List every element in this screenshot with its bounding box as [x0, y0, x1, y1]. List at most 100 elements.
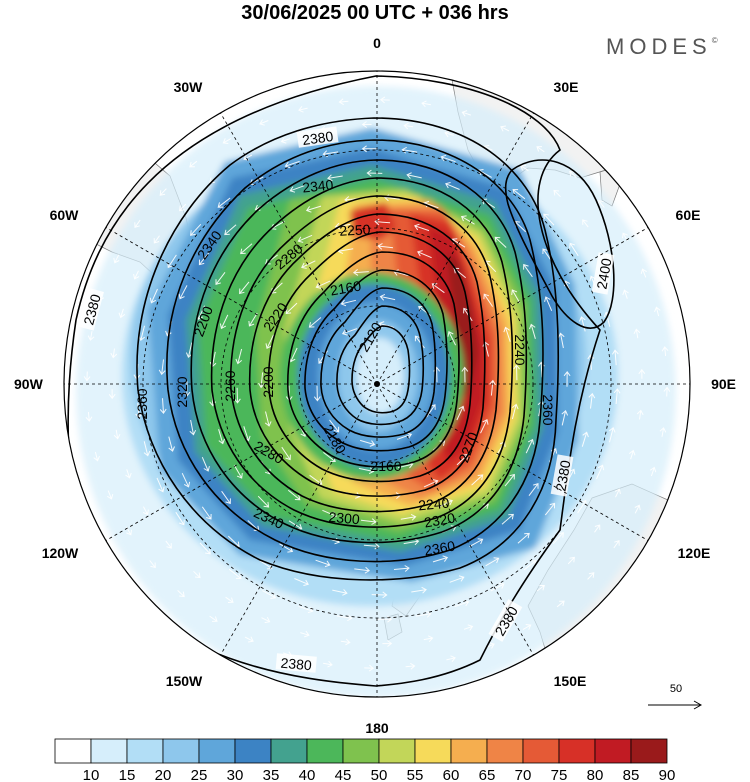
wind-arrow-icon: [107, 490, 114, 500]
colorbar-swatch: [630, 738, 668, 764]
wind-arrow-icon: [329, 419, 340, 433]
wind-arrow-icon: [377, 243, 394, 250]
wind-arrow-icon: [322, 509, 337, 518]
contour-2260: [248, 213, 486, 497]
wind-arrow-icon: [438, 499, 453, 508]
lon-label-60w: 60W: [50, 207, 80, 223]
wind-arrow-icon: [113, 429, 121, 440]
graticule: [64, 71, 690, 697]
wind-arrow-icon: [483, 293, 494, 307]
wind-arrow-icon: [405, 662, 416, 670]
wind-arrow-icon: [168, 436, 175, 452]
wind-arrow-icon: [83, 371, 91, 382]
wind-arrow-icon: [463, 307, 473, 322]
contour-2240: [267, 231, 473, 483]
wind-arrow-icon: [463, 624, 474, 631]
copyright-mark: ©: [711, 36, 718, 45]
contour-2380-outer: [67, 75, 601, 687]
wind-arrow-icon: [113, 254, 120, 264]
colorbar-swatch: [378, 738, 416, 764]
wind-arrow-icon: [332, 589, 348, 596]
contour-label: 2250: [339, 221, 371, 239]
wind-arrow-icon: [259, 559, 273, 570]
wind-arrow-icon: [264, 411, 272, 427]
wind-arrow-icon: [284, 160, 300, 169]
contour-label: 2380: [301, 128, 334, 148]
contour-2400: [504, 159, 615, 329]
wind-arrow-icon: [285, 302, 298, 315]
colorbar-label: 35: [263, 767, 280, 782]
wind-arrow-icon: [577, 499, 587, 514]
wind-arrow-icon: [199, 542, 211, 555]
colorbar-swatch: [90, 738, 128, 764]
brand-logo: MODES©: [606, 34, 718, 60]
contour-label: 2360: [423, 537, 457, 558]
wind-arrow-icon: [596, 464, 605, 480]
wind-arrow-icon: [323, 660, 333, 668]
colorbar-swatch: [54, 738, 92, 764]
wind-arrow-icon: [340, 638, 351, 646]
wind-arrow-icon: [536, 146, 545, 153]
wind-arrow-icon: [149, 288, 158, 304]
wind-arrow-field: [83, 96, 671, 672]
wind-arrow-icon: [156, 477, 165, 493]
wind-arrow-icon: [523, 560, 537, 571]
wind-arrow-icon: [523, 263, 533, 278]
pole-dot: [374, 381, 380, 387]
wind-arrow-icon: [165, 540, 172, 549]
wind-arrow-icon: [613, 388, 621, 405]
wind-arrow-icon: [327, 174, 343, 182]
wind-arrow-icon: [315, 280, 331, 289]
wind-arrow-icon: [218, 429, 225, 445]
wind-arrow-icon: [379, 96, 390, 104]
colorbar-swatch: [486, 738, 524, 764]
wind-arrow-icon: [133, 270, 140, 280]
wind-arrow-icon: [175, 511, 185, 526]
wind-arrow-icon: [587, 572, 595, 580]
wind-arrow-icon: [341, 328, 358, 336]
contour-2200: [304, 269, 448, 452]
wind-arrow-icon: [500, 125, 510, 132]
wind-arrow-icon: [393, 565, 410, 572]
lon-label-150w: 150W: [166, 673, 203, 689]
wind-arrow-icon: [511, 289, 521, 304]
wind-arrow-icon: [224, 224, 237, 236]
wind-arrow-icon: [352, 269, 369, 276]
wind-arrow-icon: [513, 364, 520, 381]
wind-arrow-icon: [201, 506, 212, 520]
wind-arrow-icon: [374, 218, 391, 226]
colorbar-label: 25: [191, 767, 208, 782]
lon-label-60e: 60E: [676, 207, 701, 223]
wind-arrow-icon: [447, 331, 457, 346]
colorbar-swatch: [522, 738, 560, 764]
wind-arrow-icon: [553, 189, 561, 198]
wind-arrow-icon: [556, 600, 565, 608]
contour-2340: [166, 139, 544, 563]
wind-arrow-icon: [149, 560, 156, 569]
wind-arrow-icon: [423, 635, 434, 643]
wind-arrow-icon: [633, 328, 641, 339]
colorbar-swatch: [306, 738, 344, 764]
wind-arrow-icon: [217, 197, 231, 208]
wind-arrow-icon: [364, 664, 375, 672]
wind-arrow-icon: [403, 538, 420, 546]
contour-2360: [136, 117, 560, 581]
wind-arrow-icon: [336, 614, 353, 622]
wind-arrow-icon: [594, 524, 601, 533]
contour-2180: [320, 287, 437, 438]
wind-arrow-icon: [512, 188, 526, 200]
wind-arrow-icon: [279, 543, 294, 553]
wind-arrow-icon: [640, 268, 647, 278]
colorbar-label: 65: [479, 767, 496, 782]
wind-arrow-icon: [379, 293, 396, 301]
wind-arrow-icon: [579, 316, 586, 332]
wind-arrow-icon: [179, 203, 187, 212]
wind-arrow-icon: [233, 464, 243, 479]
contour-label: 2160: [370, 458, 401, 474]
wind-arrow-icon: [221, 490, 231, 505]
colorbar-label: 20: [155, 767, 172, 782]
contour-label: 2320: [174, 376, 190, 407]
wind-arrow-icon: [177, 590, 185, 598]
colorbar: 10 15 20 25 30 35 40 45 50 55 60 65 70 75 80 85 90: [54, 738, 675, 782]
wind-arrow-icon: [287, 489, 301, 501]
